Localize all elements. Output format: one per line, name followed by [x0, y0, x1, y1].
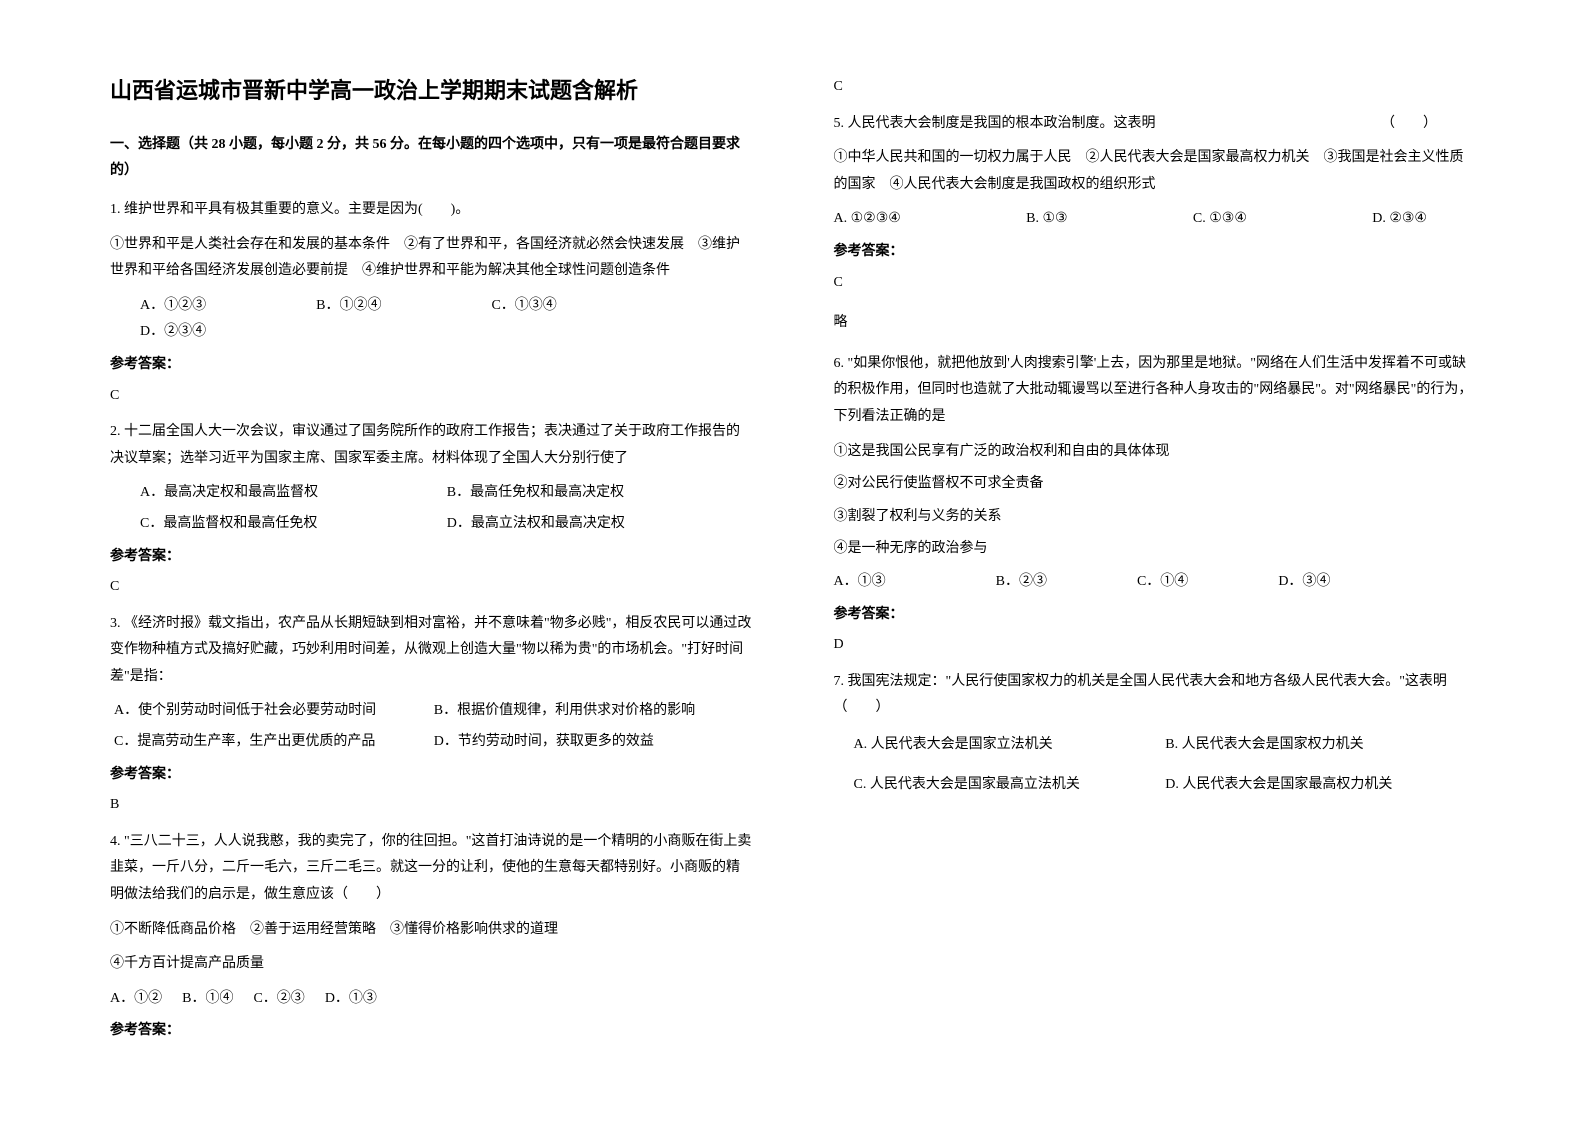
q4-opt-d: D．①③	[325, 986, 377, 1013]
q7-stem: 7. 我国宪法规定："人民行使国家权力的机关是全国人民代表大会和地方各级人民代表…	[834, 669, 1478, 722]
q1-stem: 1. 维护世界和平具有极其重要的意义。主要是因为( )。	[110, 197, 754, 224]
q6-statements: ①这是我国公民享有广泛的政治权利和自由的具体体现 ②对公民行使监督权不可求全责备…	[834, 439, 1478, 563]
q2-answer-label: 参考答案：	[110, 544, 754, 571]
q6-stem: 6. "如果你恨他，就把他放到'人肉搜索引擎'上去，因为那里是地狱。"网络在人们…	[834, 351, 1478, 431]
q4-answer-label: 参考答案：	[110, 1018, 754, 1045]
q5-stem: 5. 人民代表大会制度是我国的根本政治制度。这表明	[834, 111, 1156, 138]
q6-opt-a: A．①③	[834, 569, 886, 596]
q1-opt-b: B．①②④	[316, 293, 381, 320]
q2-opt-c: C．最高监督权和最高任免权	[140, 511, 447, 538]
q5-stem-row: 5. 人民代表大会制度是我国的根本政治制度。这表明 （ ）	[834, 111, 1478, 138]
q1-opt-d: D．②③④	[140, 319, 206, 346]
q1-opt-c: C．①③④	[491, 293, 556, 320]
q4-answer: C	[834, 74, 1478, 101]
q4-opt-a: A．①②	[110, 986, 162, 1013]
q5-answer-label: 参考答案：	[834, 239, 1478, 266]
q7-opt-c: C. 人民代表大会是国家最高立法机关	[854, 772, 1166, 799]
q1-answer: C	[110, 383, 754, 410]
q7-opt-b: B. 人民代表大会是国家权力机关	[1165, 732, 1477, 759]
q2-answer: C	[110, 574, 754, 601]
q6-opt-d: D．③④	[1278, 569, 1330, 596]
q5-extra: 略	[834, 310, 1478, 337]
q7-opt-d: D. 人民代表大会是国家最高权力机关	[1165, 772, 1477, 799]
q4-stem: 4. "三八二十三，人人说我憨，我的卖完了，你的往回担。"这首打油诗说的是一个精…	[110, 829, 754, 909]
q2-opt-a: A．最高决定权和最高监督权	[140, 480, 447, 507]
exam-page: 山西省运城市晋新中学高一政治上学期期末试题含解析 一、选择题（共 28 小题，每…	[0, 0, 1587, 1122]
q3-stem: 3. 《经济时报》载文指出，农产品从长期短缺到相对富裕，并不意味着"物多必贱"，…	[110, 611, 754, 691]
q5-answer: C	[834, 270, 1478, 297]
q6-s1: ①这是我国公民享有广泛的政治权利和自由的具体体现	[834, 439, 1478, 466]
q3-answer-label: 参考答案：	[110, 762, 754, 789]
q5-opt-b: B. ①③	[1026, 206, 1067, 233]
right-column: C 5. 人民代表大会制度是我国的根本政治制度。这表明 （ ） ①中华人民共和国…	[794, 70, 1498, 1082]
q4-statement-4: ④千方百计提高产品质量	[110, 951, 754, 978]
exam-title: 山西省运城市晋新中学高一政治上学期期末试题含解析	[110, 70, 754, 112]
q3-answer: B	[110, 792, 754, 819]
left-column: 山西省运城市晋新中学高一政治上学期期末试题含解析 一、选择题（共 28 小题，每…	[90, 70, 794, 1082]
q5-options: A. ①②③④ B. ①③ C. ①③④ D. ②③④	[834, 206, 1478, 233]
q6-s2: ②对公民行使监督权不可求全责备	[834, 471, 1478, 498]
q5-opt-a: A. ①②③④	[834, 206, 901, 233]
q1-opt-a: A．①②③	[140, 293, 206, 320]
q4-options: A．①② B．①④ C．②③ D．①③	[110, 986, 754, 1013]
q6-answer-label: 参考答案：	[834, 602, 1478, 629]
q4-statements-123: ①不断降低商品价格 ②善于运用经营策略 ③懂得价格影响供求的道理	[110, 917, 754, 944]
q7-options: A. 人民代表大会是国家立法机关 B. 人民代表大会是国家权力机关 C. 人民代…	[834, 732, 1478, 799]
q2-stem: 2. 十二届全国人大一次会议，审议通过了国务院所作的政府工作报告；表决通过了关于…	[110, 419, 754, 472]
q1-statements: ①世界和平是人类社会存在和发展的基本条件 ②有了世界和平，各国经济就必然会快速发…	[110, 232, 754, 285]
q5-blank: （ ）	[1381, 111, 1437, 138]
q6-opt-c: C．①④	[1137, 569, 1188, 596]
section-1-heading: 一、选择题（共 28 小题，每小题 2 分，共 56 分。在每小题的四个选项中，…	[110, 132, 754, 185]
q3-opt-a: A．使个别劳动时间低于社会必要劳动时间	[114, 698, 434, 725]
q6-opt-b: B．②③	[996, 569, 1047, 596]
q4-opt-c: C．②③	[253, 986, 304, 1013]
q2-options: A．最高决定权和最高监督权 B．最高任免权和最高决定权 C．最高监督权和最高任免…	[110, 480, 754, 537]
q3-options: A．使个别劳动时间低于社会必要劳动时间 B．根据价值规律，利用供求对价格的影响 …	[110, 698, 754, 755]
q2-opt-d: D．最高立法权和最高决定权	[447, 511, 754, 538]
q4-opt-b: B．①④	[182, 986, 233, 1013]
q6-answer: D	[834, 632, 1478, 659]
q6-s4: ④是一种无序的政治参与	[834, 536, 1478, 563]
q2-opt-b: B．最高任免权和最高决定权	[447, 480, 754, 507]
q3-opt-d: D．节约劳动时间，获取更多的效益	[434, 729, 754, 756]
q1-options: A．①②③ B．①②④ C．①③④ D．②③④	[110, 293, 754, 346]
q6-s3: ③割裂了权利与义务的关系	[834, 504, 1478, 531]
q3-opt-b: B．根据价值规律，利用供求对价格的影响	[434, 698, 754, 725]
q5-opt-d: D. ②③④	[1372, 206, 1427, 233]
q3-opt-c: C．提高劳动生产率，生产出更优质的产品	[114, 729, 434, 756]
q7-opt-a: A. 人民代表大会是国家立法机关	[854, 732, 1166, 759]
q6-options: A．①③ B．②③ C．①④ D．③④	[834, 569, 1478, 596]
q5-statements: ①中华人民共和国的一切权力属于人民 ②人民代表大会是国家最高权力机关 ③我国是社…	[834, 145, 1478, 198]
q5-opt-c: C. ①③④	[1193, 206, 1247, 233]
q1-answer-label: 参考答案：	[110, 352, 754, 379]
